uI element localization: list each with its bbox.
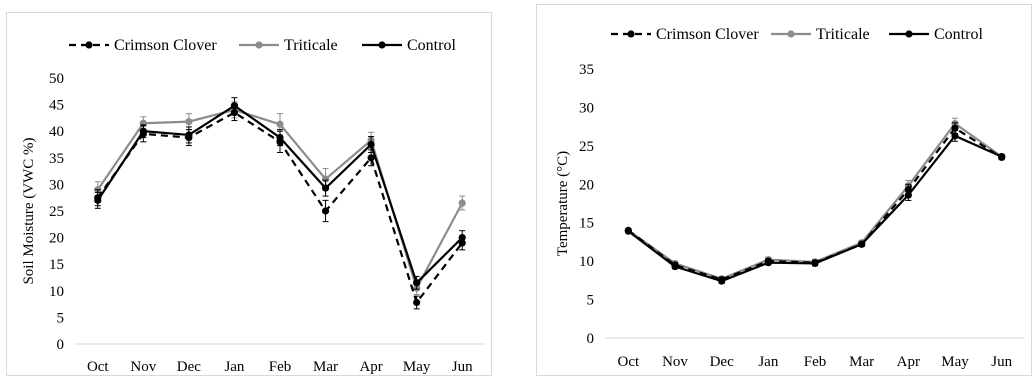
y-tick-label: 25 — [579, 139, 594, 155]
x-tick-label: Dec — [710, 354, 734, 370]
data-point — [321, 184, 330, 192]
data-point — [94, 196, 102, 204]
legend-item: Crimson Clover — [611, 26, 759, 43]
data-point — [858, 240, 866, 248]
x-tick-label: Mar — [313, 359, 338, 375]
data-point — [458, 234, 466, 242]
data-point — [367, 154, 375, 162]
x-tick-label: Dec — [177, 359, 201, 375]
temperature-chart: 0 5 10 15 20 25 30 35 Oct Nov Dec Jan Feb Mar Apr May Ju… — [536, 4, 1032, 376]
y-tick-label: 40 — [49, 124, 64, 140]
x-tick-label: Jan — [224, 359, 244, 375]
y-tick-label: 0 — [587, 331, 595, 347]
data-point — [185, 131, 193, 139]
data-point — [367, 140, 375, 149]
y-tick-label: 25 — [49, 204, 64, 220]
x-tick-label: May — [941, 354, 969, 370]
legend-label: Triticale — [284, 37, 338, 54]
x-tick-label: Nov — [130, 359, 156, 375]
y-tick-label: 15 — [579, 216, 594, 232]
legend-label: Control — [934, 26, 983, 43]
data-point — [951, 124, 959, 132]
x-tick-label: Nov — [662, 354, 688, 370]
x-tick-label: Oct — [87, 359, 109, 375]
data-point — [413, 279, 421, 287]
y-tick-label: 30 — [49, 177, 64, 193]
soil-moisture-chart-svg: 0 5 10 15 20 25 30 35 40 45 50 Oct Nov Dec Jan Feb Mar Ap… — [21, 37, 485, 375]
legend-marker — [627, 30, 635, 38]
legend-item: Control — [362, 37, 456, 54]
x-tick-label: Apr — [897, 354, 920, 370]
x-tick-label: May — [403, 359, 431, 375]
legend: Crimson Clover Triticale Control — [611, 26, 983, 43]
soil-moisture-chart: 0 5 10 15 20 25 30 35 40 45 50 Oct Nov Dec Jan Feb Mar Ap… — [6, 12, 492, 376]
y-tick-label: 35 — [49, 151, 64, 167]
data-point — [458, 199, 466, 207]
data-point — [951, 132, 959, 140]
data-point — [904, 191, 912, 199]
data-point — [185, 118, 193, 126]
legend-item: Crimson Clover — [69, 37, 217, 54]
data-point — [321, 175, 330, 183]
legend-marker — [255, 41, 263, 49]
y-tick-label: 5 — [57, 310, 65, 326]
y-tick-label: 50 — [49, 71, 64, 87]
x-tick-label: Jun — [991, 354, 1012, 370]
x-tick-label: Feb — [269, 359, 292, 375]
data-point — [276, 120, 284, 128]
y-tick-label: 10 — [579, 254, 594, 270]
legend-marker — [378, 41, 386, 49]
data-point — [139, 127, 147, 135]
legend-marker — [787, 30, 795, 38]
legend-label: Crimson Clover — [656, 26, 759, 43]
x-tick-label: Mar — [849, 354, 874, 370]
series-crimson-clover — [624, 122, 1006, 284]
y-tick-label: 20 — [579, 177, 594, 193]
legend-label: Triticale — [816, 26, 870, 43]
y-axis-title: Soil Moisture (VWC %) — [21, 137, 37, 284]
data-point — [998, 153, 1006, 161]
x-tick-label: Oct — [617, 354, 639, 370]
data-point — [811, 259, 819, 268]
legend-marker — [85, 41, 93, 49]
legend: Crimson Clover Triticale Control — [69, 37, 456, 54]
y-tick-label: 30 — [579, 100, 594, 116]
series-line — [627, 126, 1003, 281]
legend-item: Triticale — [239, 37, 338, 54]
data-point — [764, 259, 772, 267]
data-point — [624, 227, 632, 235]
data-point — [671, 262, 679, 271]
series-control — [624, 129, 1006, 285]
y-tick-label: 45 — [49, 98, 64, 114]
y-tick-label: 10 — [49, 284, 64, 300]
legend-item: Control — [889, 26, 983, 43]
data-point — [718, 277, 726, 285]
data-point — [413, 298, 421, 307]
y-tick-label: 20 — [49, 231, 64, 247]
legend-label: Control — [407, 37, 456, 54]
y-tick-label: 15 — [49, 257, 64, 273]
y-tick-label: 35 — [579, 62, 594, 78]
x-tick-label: Jun — [452, 359, 473, 375]
data-point — [230, 102, 239, 110]
y-axis-title: Temperature (°C) — [555, 151, 571, 256]
legend-label: Crimson Clover — [114, 37, 217, 54]
x-tick-label: Apr — [359, 359, 382, 375]
y-tick-label: 0 — [57, 337, 65, 353]
series-control — [94, 97, 466, 290]
x-tick-label: Feb — [804, 354, 827, 370]
temperature-chart-svg: 0 5 10 15 20 25 30 35 Oct Nov Dec Jan Feb Mar Apr May Ju… — [555, 26, 1025, 370]
legend-marker — [905, 30, 913, 38]
y-tick-label: 5 — [587, 293, 595, 309]
data-point — [321, 207, 330, 215]
legend-item: Triticale — [771, 26, 870, 43]
data-point — [276, 133, 284, 142]
x-tick-label: Jan — [758, 354, 778, 370]
